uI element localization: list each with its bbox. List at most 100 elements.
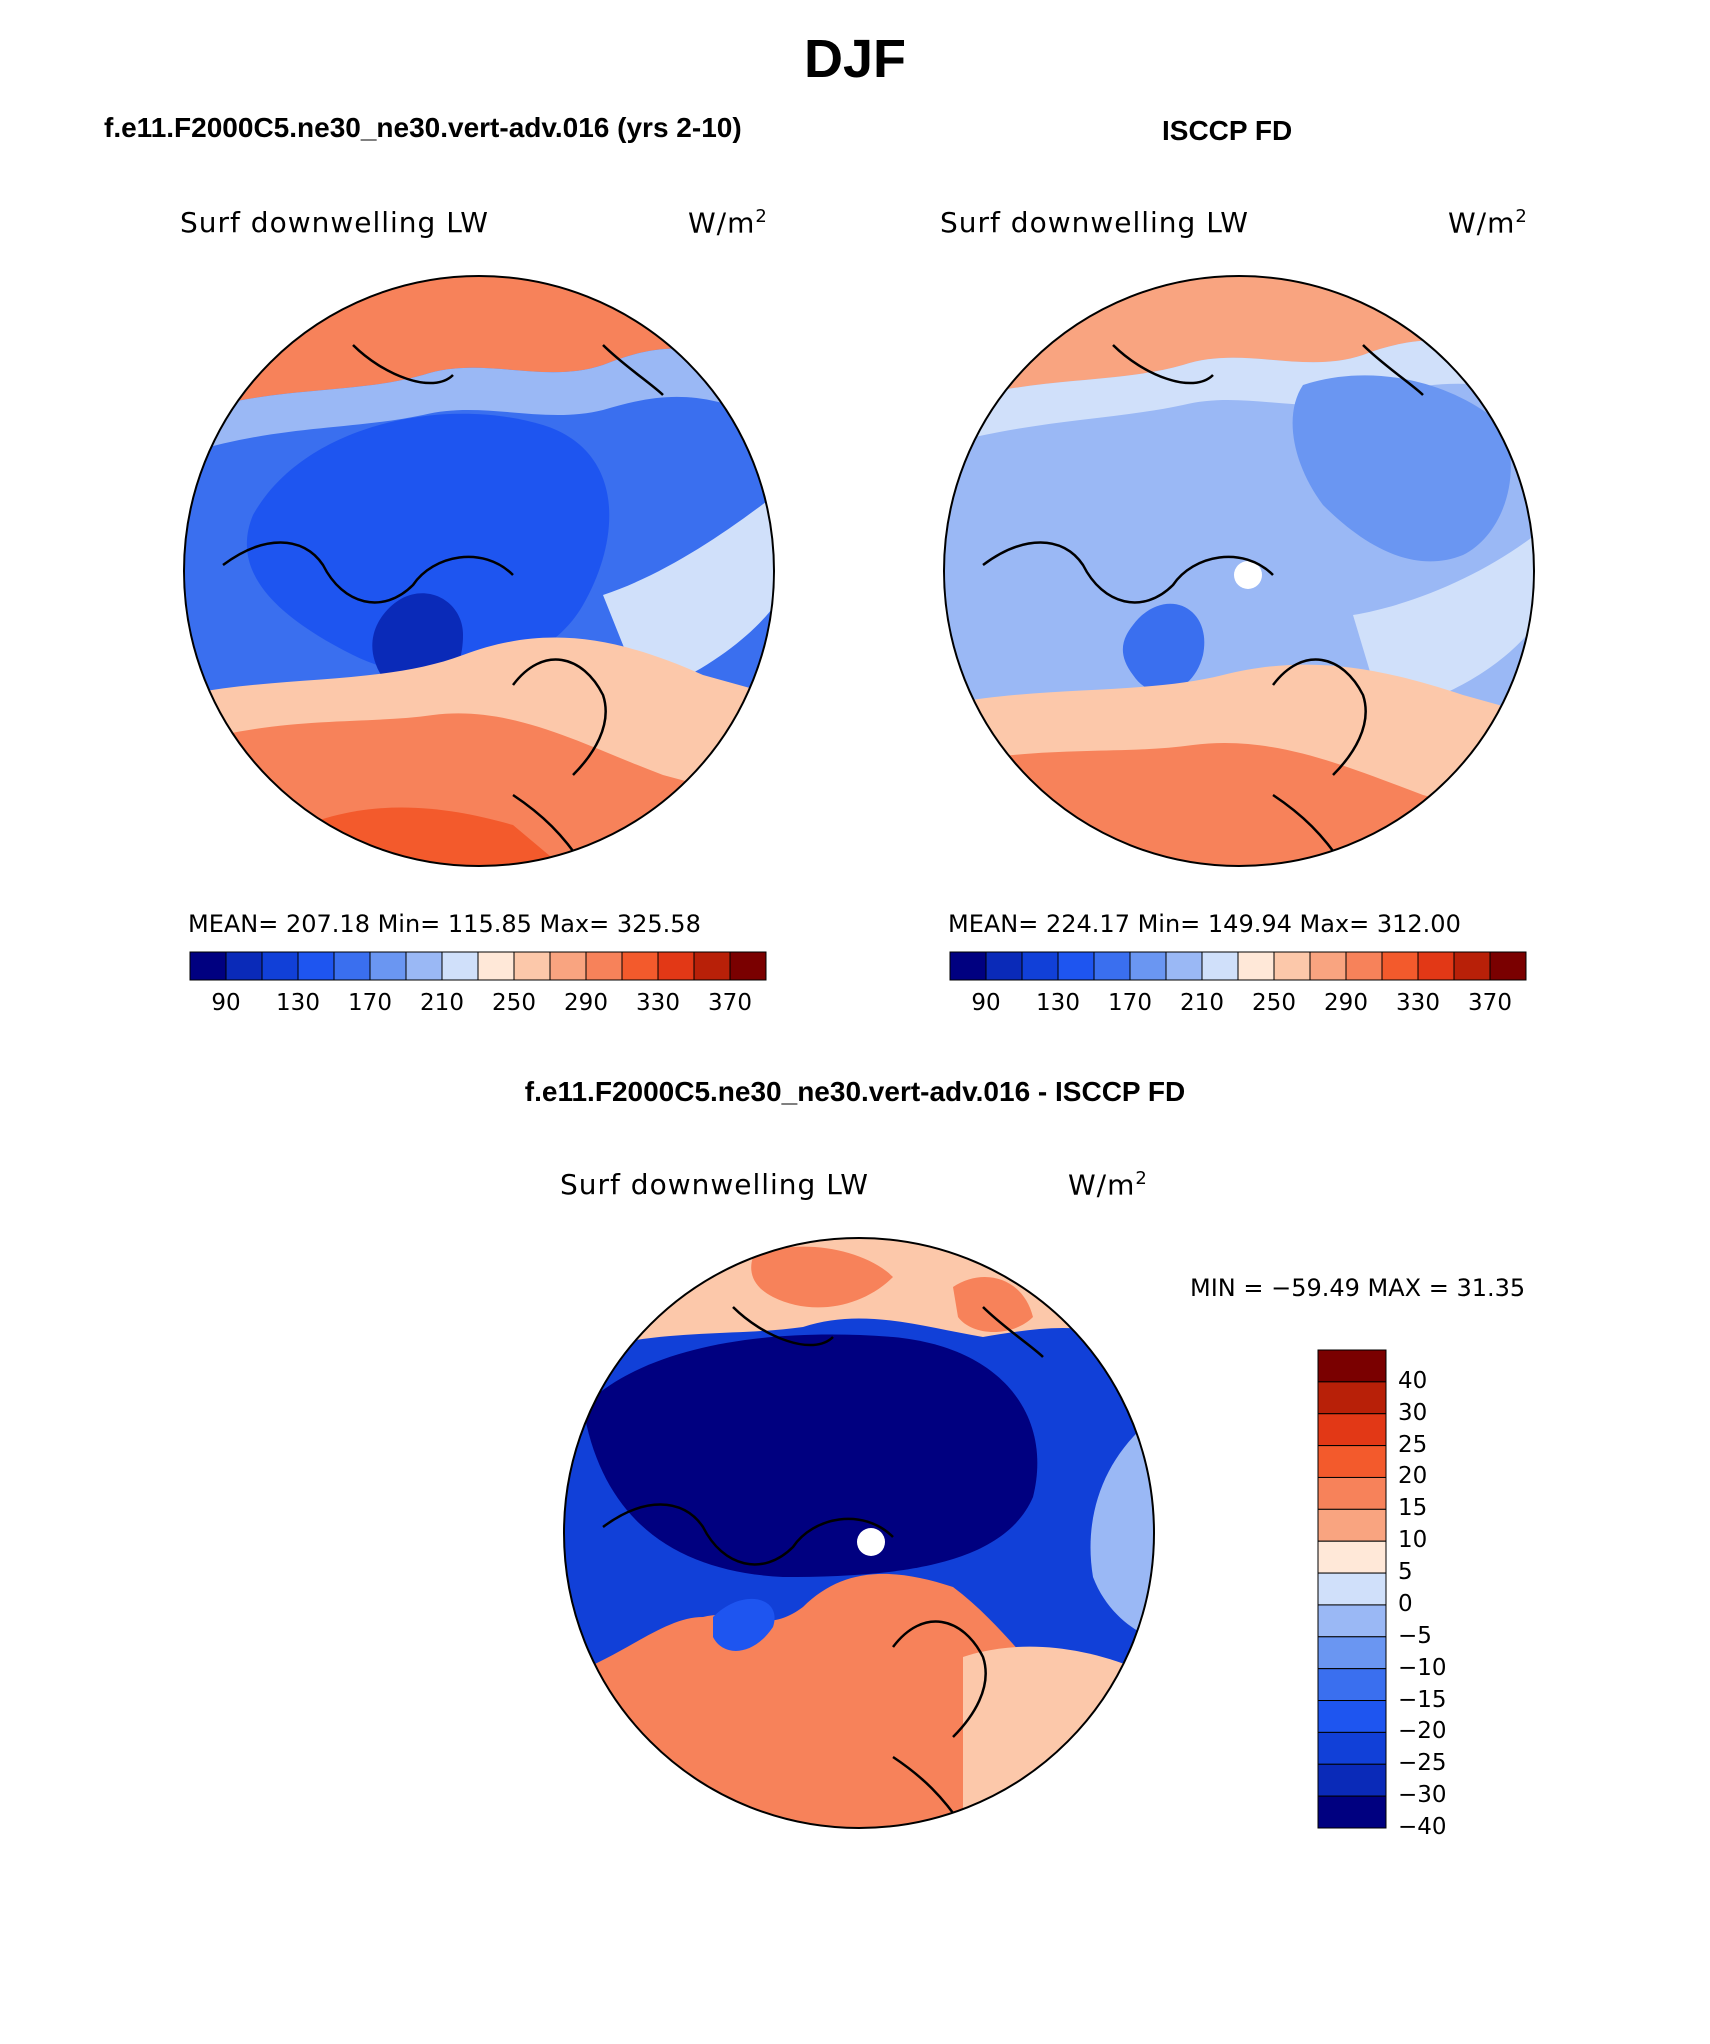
panel-1-map-border — [183, 275, 775, 867]
colorbar-tick-label: 250 — [1252, 990, 1296, 1016]
colorbar-tick-label: 90 — [211, 990, 241, 1016]
colorbar-tick-label: 330 — [636, 990, 680, 1016]
colorbar-box — [1317, 1349, 1387, 1383]
colorbar-tick-label: 210 — [1180, 990, 1224, 1016]
panel-3-units-label: W/m2 — [1068, 1168, 1148, 1202]
panel-1-polar-map — [183, 275, 775, 867]
panel-3-variable-label: Surf downwelling LW — [560, 1168, 869, 1201]
panel-3-coastline — [602, 1306, 1044, 1828]
colorbar-box — [657, 951, 695, 981]
colorbar-box — [1129, 951, 1167, 981]
figure-title: DJF — [803, 29, 906, 89]
colorbar-box — [1489, 951, 1527, 981]
colorbar-box — [1317, 1413, 1387, 1447]
colorbar-tick-label: 130 — [1036, 990, 1080, 1016]
panel-2-field-greenland — [1122, 603, 1205, 693]
colorbar-box — [729, 951, 767, 981]
colorbar-tick-label: 170 — [1108, 990, 1152, 1016]
panel-3-field-south-warm — [564, 1573, 1043, 1828]
colorbar-box — [549, 951, 587, 981]
panel-3-map-border — [563, 1237, 1155, 1829]
colorbar-tick-label: −40 — [1398, 1814, 1447, 1840]
colorbar-box — [1201, 951, 1239, 981]
colorbar-box — [1273, 951, 1311, 981]
colorbar-tick-label: −25 — [1398, 1750, 1447, 1777]
panel-3-title: f.e11.F2000C5.ne30_ne30.vert-adv.016 - I… — [524, 1076, 1186, 1107]
colorbar-box — [621, 951, 659, 981]
colorbar-box — [1317, 1668, 1387, 1702]
colorbar-tick-label: 170 — [348, 990, 392, 1016]
panel-2-field-pacific — [1292, 375, 1511, 562]
colorbar-tick-label: 0 — [1398, 1590, 1413, 1617]
panel-2-title: ISCCP FD — [1162, 115, 1293, 146]
colorbar-box — [1317, 1476, 1387, 1510]
colorbar-box — [693, 951, 731, 981]
colorbar-box — [949, 951, 987, 981]
colorbar-tick-label: −20 — [1398, 1718, 1447, 1745]
colorbar-box — [1309, 951, 1347, 981]
colorbar-box — [1453, 951, 1491, 981]
panel-1-field-core-cold — [246, 413, 610, 676]
panel-2-field-atlantic — [1353, 535, 1534, 715]
colorbar-box — [1093, 951, 1131, 981]
panel-2-colorbar — [949, 951, 1527, 981]
colorbar-box — [585, 951, 623, 981]
panel-2-map-border — [943, 275, 1535, 867]
colorbar-box — [513, 951, 551, 981]
colorbar-tick-label: 20 — [1398, 1463, 1428, 1490]
colorbar-tick-label: 210 — [420, 990, 464, 1016]
colorbar-tick-label: 370 — [708, 990, 752, 1016]
colorbar-box — [261, 951, 299, 981]
panel-3-field-core-cold — [583, 1334, 1038, 1577]
panel-1-variable-label: Surf downwelling LW — [180, 206, 489, 239]
colorbar-box — [369, 951, 407, 981]
colorbar-box — [1317, 1604, 1387, 1638]
panel-1-colorbar — [189, 951, 767, 981]
colorbar-tick-label: 25 — [1398, 1431, 1428, 1458]
colorbar-box — [1237, 951, 1275, 981]
colorbar-box — [1317, 1763, 1387, 1797]
panel-3-field-greenland-cold — [713, 1598, 775, 1651]
colorbar-box — [1417, 951, 1455, 981]
colorbar-tick-label: −30 — [1398, 1782, 1447, 1809]
colorbar-box — [405, 951, 443, 981]
colorbar-tick-label: −5 — [1398, 1622, 1432, 1649]
panel-2-variable-label: Surf downwelling LW — [940, 206, 1249, 239]
colorbar-box — [1317, 1572, 1387, 1606]
panel-1-coastline — [222, 344, 664, 866]
colorbar-box — [1317, 1731, 1387, 1765]
colorbar-box — [189, 951, 227, 981]
panel-1-title: f.e11.F2000C5.ne30_ne30.vert-adv.016 (yr… — [104, 112, 742, 143]
colorbar-tick-label: 250 — [492, 990, 536, 1016]
colorbar-box — [1317, 1381, 1387, 1415]
colorbar-tick-label: 40 — [1398, 1367, 1428, 1394]
panel-3-colorbar — [1317, 1349, 1387, 1829]
colorbar-box — [1021, 951, 1059, 981]
colorbar-box — [477, 951, 515, 981]
colorbar-tick-label: 15 — [1398, 1495, 1428, 1522]
panel-3-field-east-light — [1090, 1417, 1154, 1637]
colorbar-box — [1345, 951, 1383, 981]
colorbar-box — [1057, 951, 1095, 981]
colorbar-box — [297, 951, 335, 981]
colorbar-box — [225, 951, 263, 981]
colorbar-box — [1317, 1795, 1387, 1829]
panel-2-units-label: W/m2 — [1448, 206, 1528, 240]
colorbar-tick-label: 370 — [1468, 990, 1512, 1016]
colorbar-tick-label: 90 — [971, 990, 1001, 1016]
colorbar-tick-label: 130 — [276, 990, 320, 1016]
panel-3-polar-map — [563, 1237, 1155, 1829]
colorbar-box — [1381, 951, 1419, 981]
colorbar-tick-label: −15 — [1398, 1686, 1447, 1713]
colorbar-box — [985, 951, 1023, 981]
colorbar-tick-label: 30 — [1398, 1399, 1428, 1426]
colorbar-box — [1317, 1636, 1387, 1670]
panel-3-pole-mask — [857, 1528, 885, 1556]
panel-3-stats: MIN = −59.49 MAX = 31.35 — [1190, 1274, 1526, 1302]
panel-1-field-atlantic-light — [603, 495, 774, 695]
colorbar-box — [1317, 1540, 1387, 1574]
colorbar-tick-label: 290 — [1324, 990, 1368, 1016]
colorbar-box — [1165, 951, 1203, 981]
colorbar-tick-label: −10 — [1398, 1654, 1447, 1681]
colorbar-box — [1317, 1445, 1387, 1478]
